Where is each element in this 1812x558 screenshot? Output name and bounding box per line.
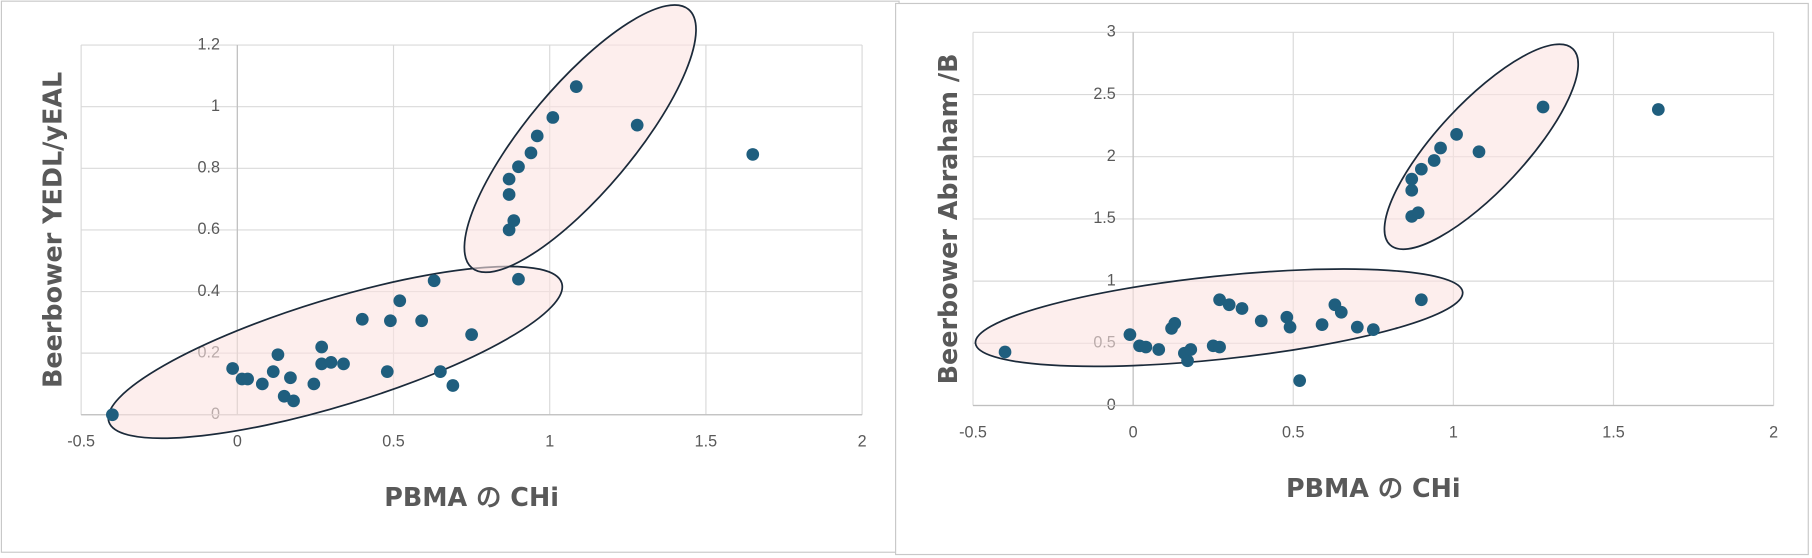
point [337,357,350,371]
point [1139,340,1153,354]
point [1254,314,1268,328]
point [1280,310,1294,324]
x-tick-label: 1 [545,433,554,451]
point [1350,320,1364,334]
point [384,314,397,328]
point [569,80,583,93]
ellipse [463,4,697,274]
y-tick-label: 1 [1107,271,1116,289]
point [226,362,239,375]
ellipse [974,268,1464,368]
points [106,80,1665,422]
point [1315,318,1329,332]
x-axis-title: PBMA の CHi [1286,473,1461,503]
point [546,111,560,124]
x-tick-label: 0.5 [382,433,404,451]
point [1168,317,1182,330]
x-tick-label: -0.5 [959,423,987,441]
point [530,129,544,143]
point [524,146,538,160]
point [106,408,119,422]
point [324,356,338,369]
point [630,118,644,132]
x-tick-label: 1.5 [695,433,717,451]
x-tick-label: -0.5 [67,433,95,451]
point [315,357,329,371]
point [415,314,428,328]
point [255,377,269,391]
x-tick-label: 0 [233,433,242,451]
point [1405,183,1419,197]
y-tick-label: 2.5 [1093,85,1115,103]
y-axis-title: Beerbower YEDL/yEAL [38,72,68,388]
point [998,345,1012,359]
annotations [107,4,1580,440]
point [512,272,525,286]
point [1222,298,1236,312]
point [1213,340,1226,354]
point [1411,206,1425,220]
x-axis-title: PBMA の CHi [384,482,559,512]
point [1366,323,1380,336]
point [512,160,525,174]
point [1427,154,1441,167]
y-tick-label: 0.6 [198,220,220,238]
point [1293,374,1307,387]
point [315,340,329,354]
point [271,348,285,362]
x-tick-label: 2 [1769,423,1778,441]
y-tick-label: 1.5 [1093,209,1115,227]
point [1181,354,1194,368]
point [1213,293,1226,307]
point [446,379,460,392]
point [434,365,447,378]
x-tick-label: 0 [1129,423,1138,441]
x-tick-label: 0.5 [1282,423,1304,441]
point [1434,141,1447,155]
point [1235,302,1249,315]
point [266,365,280,378]
y-tick-label: 1 [211,97,220,115]
point [507,214,521,228]
point [380,365,394,378]
y-tick-label: 3 [1107,23,1116,41]
ellipse [107,265,564,440]
y-tick-label: 0.4 [198,282,220,300]
point [241,372,254,386]
point [277,389,291,403]
y-tick-label: 0.8 [198,159,220,177]
x-tick-label: 1 [1449,423,1458,441]
point [1414,293,1428,307]
x-tick-label: 1.5 [1602,423,1624,441]
point [287,394,300,408]
x-tick-label: 2 [858,433,867,451]
point [1536,100,1550,114]
point [465,328,478,341]
point [307,377,321,391]
point [502,188,516,201]
point [746,148,760,161]
point [1472,145,1486,159]
point [393,294,407,308]
point [1450,127,1463,141]
point [1414,162,1428,176]
point [355,312,369,326]
y-tick-label: 2 [1107,147,1116,165]
point [284,371,297,385]
point [1651,103,1665,116]
y-tick-label: 1.2 [198,35,220,53]
point [502,172,516,186]
point [1123,328,1137,341]
point [1184,343,1198,356]
point [1283,320,1297,334]
y-axis-title: Beerbower Abraham /B [933,54,963,385]
point [1152,343,1166,356]
point [1334,305,1348,319]
point [427,274,441,288]
y-tick-label: 0 [1107,396,1116,414]
point [1405,172,1419,186]
